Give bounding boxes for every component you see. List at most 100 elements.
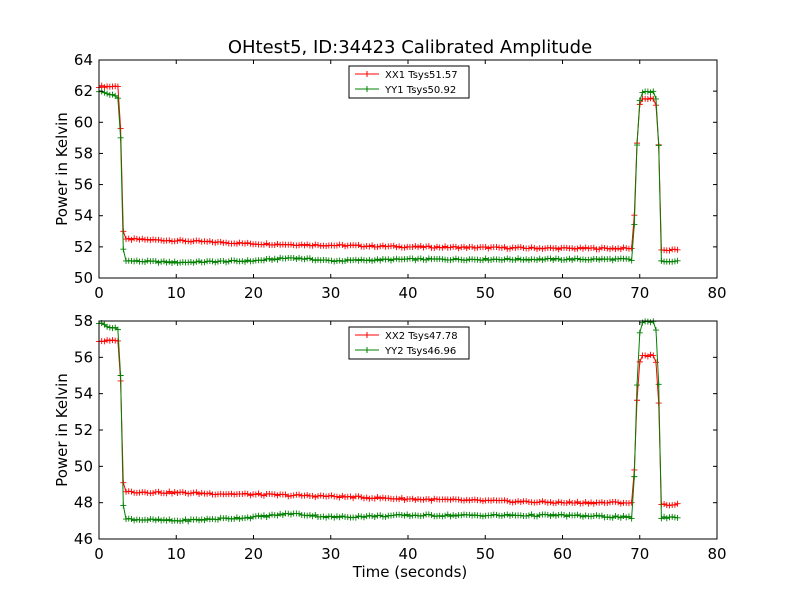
series-point — [569, 257, 576, 264]
series-point — [171, 258, 178, 265]
series-point — [466, 497, 473, 504]
series-point — [363, 243, 370, 250]
series-point — [644, 88, 651, 95]
x-tick-label: 10 — [167, 545, 186, 563]
series-point — [577, 244, 584, 251]
series-point — [477, 512, 484, 519]
series-point — [114, 83, 121, 90]
series-point — [542, 499, 549, 506]
series-point — [206, 490, 213, 497]
series-point — [636, 329, 643, 336]
series-point — [482, 243, 489, 250]
series-point — [558, 511, 565, 518]
series-point — [377, 243, 384, 250]
series-point — [479, 513, 486, 520]
series-point — [296, 242, 303, 249]
series-point — [109, 325, 116, 332]
series-point — [358, 256, 365, 263]
series-point — [433, 243, 440, 250]
series-point — [271, 241, 278, 248]
series-point — [106, 337, 113, 344]
series-point — [190, 489, 197, 496]
series-point — [647, 319, 654, 326]
series-point — [296, 491, 303, 498]
series-point — [590, 244, 597, 251]
series-point — [471, 496, 478, 503]
series-point — [287, 511, 294, 518]
series-point — [150, 516, 157, 523]
series-point — [266, 255, 273, 262]
series-point — [247, 240, 254, 247]
series-point — [304, 512, 311, 519]
series-point — [628, 245, 635, 252]
series-point — [634, 382, 641, 389]
series-point — [201, 517, 208, 524]
series-markers — [96, 337, 681, 509]
y-tick-label: 56 — [74, 176, 93, 194]
series-point — [661, 500, 668, 507]
legend-marker — [364, 71, 370, 77]
series-point — [182, 489, 189, 496]
series-point — [612, 246, 619, 253]
series-point — [223, 259, 230, 266]
y-tick-label: 50 — [74, 269, 93, 287]
series-point — [274, 492, 281, 499]
series-point — [466, 511, 473, 518]
series-point — [369, 257, 376, 264]
series-point — [563, 500, 570, 507]
series-point — [431, 245, 438, 252]
series-point — [336, 257, 343, 264]
series-markers — [96, 318, 681, 525]
series-point — [552, 512, 559, 519]
series-point — [544, 511, 551, 518]
series-point — [320, 492, 327, 499]
series-point — [377, 512, 384, 519]
series-point — [339, 241, 346, 248]
series-point — [271, 491, 278, 498]
series-point — [534, 256, 541, 263]
series-point — [469, 512, 476, 519]
series-point — [301, 242, 308, 249]
series-point — [450, 256, 457, 263]
series-point — [190, 238, 197, 245]
series-point — [393, 244, 400, 251]
series-point — [196, 237, 203, 244]
series-point — [671, 501, 678, 508]
series-point — [120, 246, 127, 253]
series-point — [674, 500, 681, 507]
series-point — [493, 243, 500, 250]
series-point — [144, 517, 151, 524]
series-point — [439, 513, 446, 520]
series-point — [631, 221, 638, 228]
series-point — [623, 245, 630, 252]
series-point — [517, 512, 524, 519]
series-point — [620, 513, 627, 520]
series-point — [331, 514, 338, 521]
series-point — [114, 95, 121, 102]
series-point — [498, 244, 505, 251]
series-point — [171, 488, 178, 495]
series-point — [144, 236, 151, 243]
series-point — [420, 244, 427, 251]
series-point — [501, 497, 508, 504]
series-point — [169, 259, 176, 266]
series-point — [360, 514, 367, 521]
series-point — [236, 515, 243, 522]
series-point — [150, 490, 157, 497]
series-point — [331, 258, 338, 265]
series-point — [631, 473, 638, 480]
series-point — [163, 259, 170, 266]
series-point — [333, 242, 340, 249]
series-point — [655, 381, 662, 388]
series-point — [242, 515, 249, 522]
series-point — [371, 513, 378, 520]
series-point — [233, 240, 240, 247]
series-point — [617, 500, 624, 507]
series-point — [504, 255, 511, 262]
series-point — [290, 254, 297, 261]
series-point — [644, 318, 651, 325]
series-point — [309, 256, 316, 263]
series-point — [106, 324, 113, 331]
series-point — [588, 256, 595, 263]
series-point — [563, 244, 570, 251]
